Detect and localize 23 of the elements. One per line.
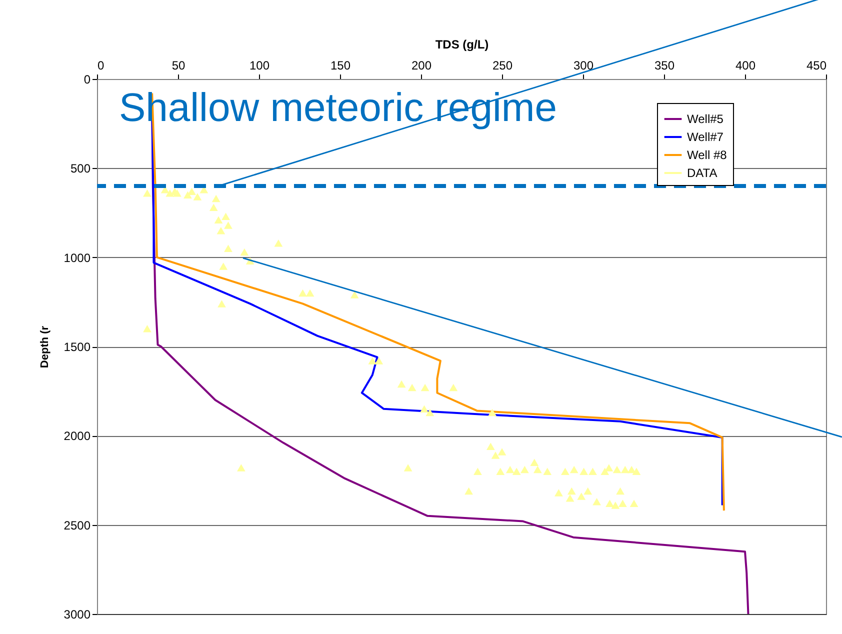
y-tick-label: 2000 bbox=[64, 429, 91, 444]
x-tick-label: 0 bbox=[98, 58, 104, 72]
y-tick-label: 0 bbox=[84, 72, 91, 86]
x-tick-label: 50 bbox=[172, 58, 186, 72]
x-axis-title: TDS (g/L) bbox=[435, 38, 489, 52]
y-tick-label: 1500 bbox=[64, 340, 91, 354]
legend-label: DATA bbox=[687, 166, 718, 180]
y-tick-label: 3000 bbox=[64, 608, 91, 622]
y-tick-label: 2500 bbox=[64, 518, 91, 532]
y-tick-label: 500 bbox=[70, 162, 91, 176]
legend-label: Well #8 bbox=[687, 148, 728, 162]
legend-label: Well#7 bbox=[687, 130, 724, 144]
x-tick-label: 400 bbox=[735, 58, 756, 72]
legend-label: Well#5 bbox=[687, 112, 724, 126]
x-tick-label: 200 bbox=[411, 58, 432, 72]
y-axis-title: Depth (r bbox=[38, 325, 51, 368]
x-tick-label: 450 bbox=[806, 58, 827, 72]
x-tick-label: 350 bbox=[654, 58, 675, 72]
x-tick-label: 250 bbox=[492, 58, 513, 72]
y-tick-label: 1000 bbox=[64, 250, 91, 265]
x-tick-label: 300 bbox=[573, 58, 594, 72]
x-tick-label: 150 bbox=[330, 58, 351, 72]
x-tick-label: 100 bbox=[249, 58, 270, 72]
